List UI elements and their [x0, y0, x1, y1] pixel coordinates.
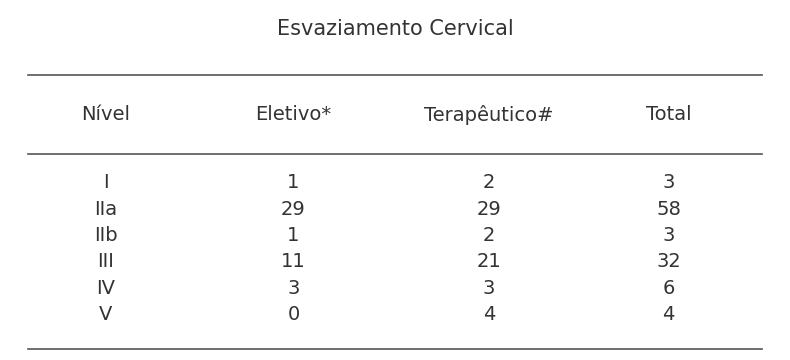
Text: 21: 21: [476, 252, 501, 271]
Text: 2: 2: [483, 173, 495, 192]
Text: 11: 11: [281, 252, 306, 271]
Text: 4: 4: [483, 305, 495, 324]
Text: 4: 4: [662, 305, 675, 324]
Text: 58: 58: [656, 199, 681, 219]
Text: 0: 0: [288, 305, 299, 324]
Text: 2: 2: [483, 226, 495, 245]
Text: 3: 3: [662, 226, 675, 245]
Text: Esvaziamento Cervical: Esvaziamento Cervical: [276, 19, 514, 39]
Text: Eletivo*: Eletivo*: [255, 105, 332, 125]
Text: IV: IV: [96, 279, 115, 298]
Text: IIb: IIb: [94, 226, 118, 245]
Text: Terapêutico#: Terapêutico#: [424, 105, 554, 125]
Text: Total: Total: [645, 105, 691, 125]
Text: 32: 32: [656, 252, 681, 271]
Text: I: I: [103, 173, 108, 192]
Text: IIa: IIa: [94, 199, 118, 219]
Text: Nível: Nível: [81, 105, 130, 125]
Text: 1: 1: [288, 226, 299, 245]
Text: 1: 1: [288, 173, 299, 192]
Text: 3: 3: [288, 279, 299, 298]
Text: III: III: [97, 252, 115, 271]
Text: V: V: [99, 305, 112, 324]
Text: 3: 3: [662, 173, 675, 192]
Text: 6: 6: [662, 279, 675, 298]
Text: 29: 29: [476, 199, 501, 219]
Text: 29: 29: [281, 199, 306, 219]
Text: 3: 3: [483, 279, 495, 298]
